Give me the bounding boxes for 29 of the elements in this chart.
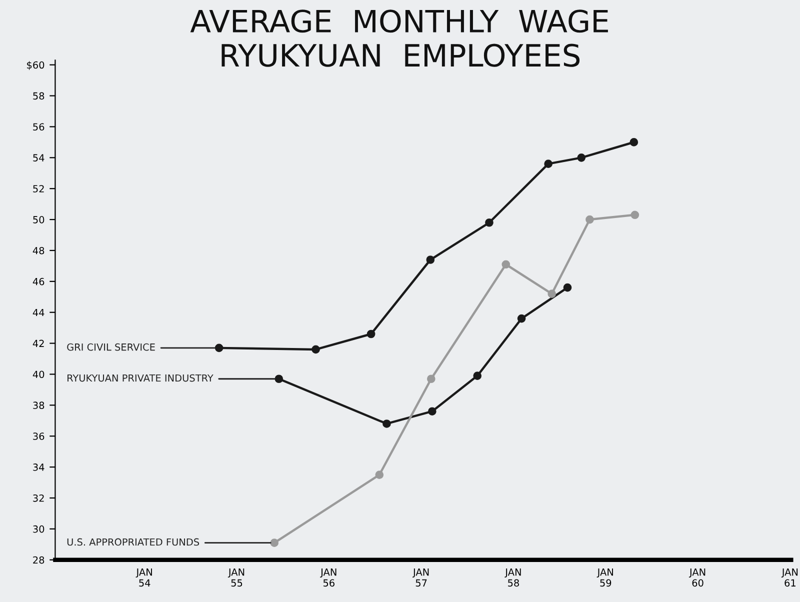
y-tick-label: 38	[33, 402, 44, 409]
text: RYUKYUAN PRIVATE INDUSTRY	[68, 374, 214, 382]
x-tick-label: JAN 56	[320, 568, 336, 587]
text: GRI CIVIL SERVICE	[67, 343, 155, 351]
y-tick-label: 40	[32, 370, 44, 378]
y-tick-label: 52	[33, 185, 44, 192]
x-tick-label: JAN 57	[412, 568, 429, 587]
x-tick-label: JAN 60	[688, 568, 706, 587]
y-tick-label: 58	[33, 92, 44, 100]
y-tick-label: 46	[32, 278, 44, 286]
x-tick-label: JAN 54	[136, 568, 152, 587]
y-tick-label: 56	[33, 123, 44, 131]
y-tick-label: 28	[33, 556, 44, 564]
y-tick-label: 48	[32, 246, 44, 254]
y-tick-label: 54	[33, 154, 44, 162]
y-tick-label: 42	[32, 340, 44, 347]
y-tick-label: 32	[33, 494, 44, 502]
y-tick-label: 36	[33, 432, 44, 440]
text: U.S. APPROPRIATED FUNDS	[67, 538, 200, 546]
x-tick-label: JAN 61	[781, 568, 798, 587]
chart-title: AVERAGE MONTHLY WAGE RYUKYUAN EMPLOYEES	[190, 10, 608, 67]
y-tick-label: $60	[27, 61, 44, 70]
y-tick-label: 30	[33, 525, 44, 533]
x-tick-label: JAN 59	[596, 568, 613, 587]
x-tick-label: JAN 55	[228, 568, 244, 587]
y-tick-label: 44	[32, 308, 44, 316]
y-tick-label: 34	[33, 464, 44, 471]
x-tick-label: JAN 58	[504, 568, 521, 587]
y-tick-label: 50	[33, 216, 44, 224]
